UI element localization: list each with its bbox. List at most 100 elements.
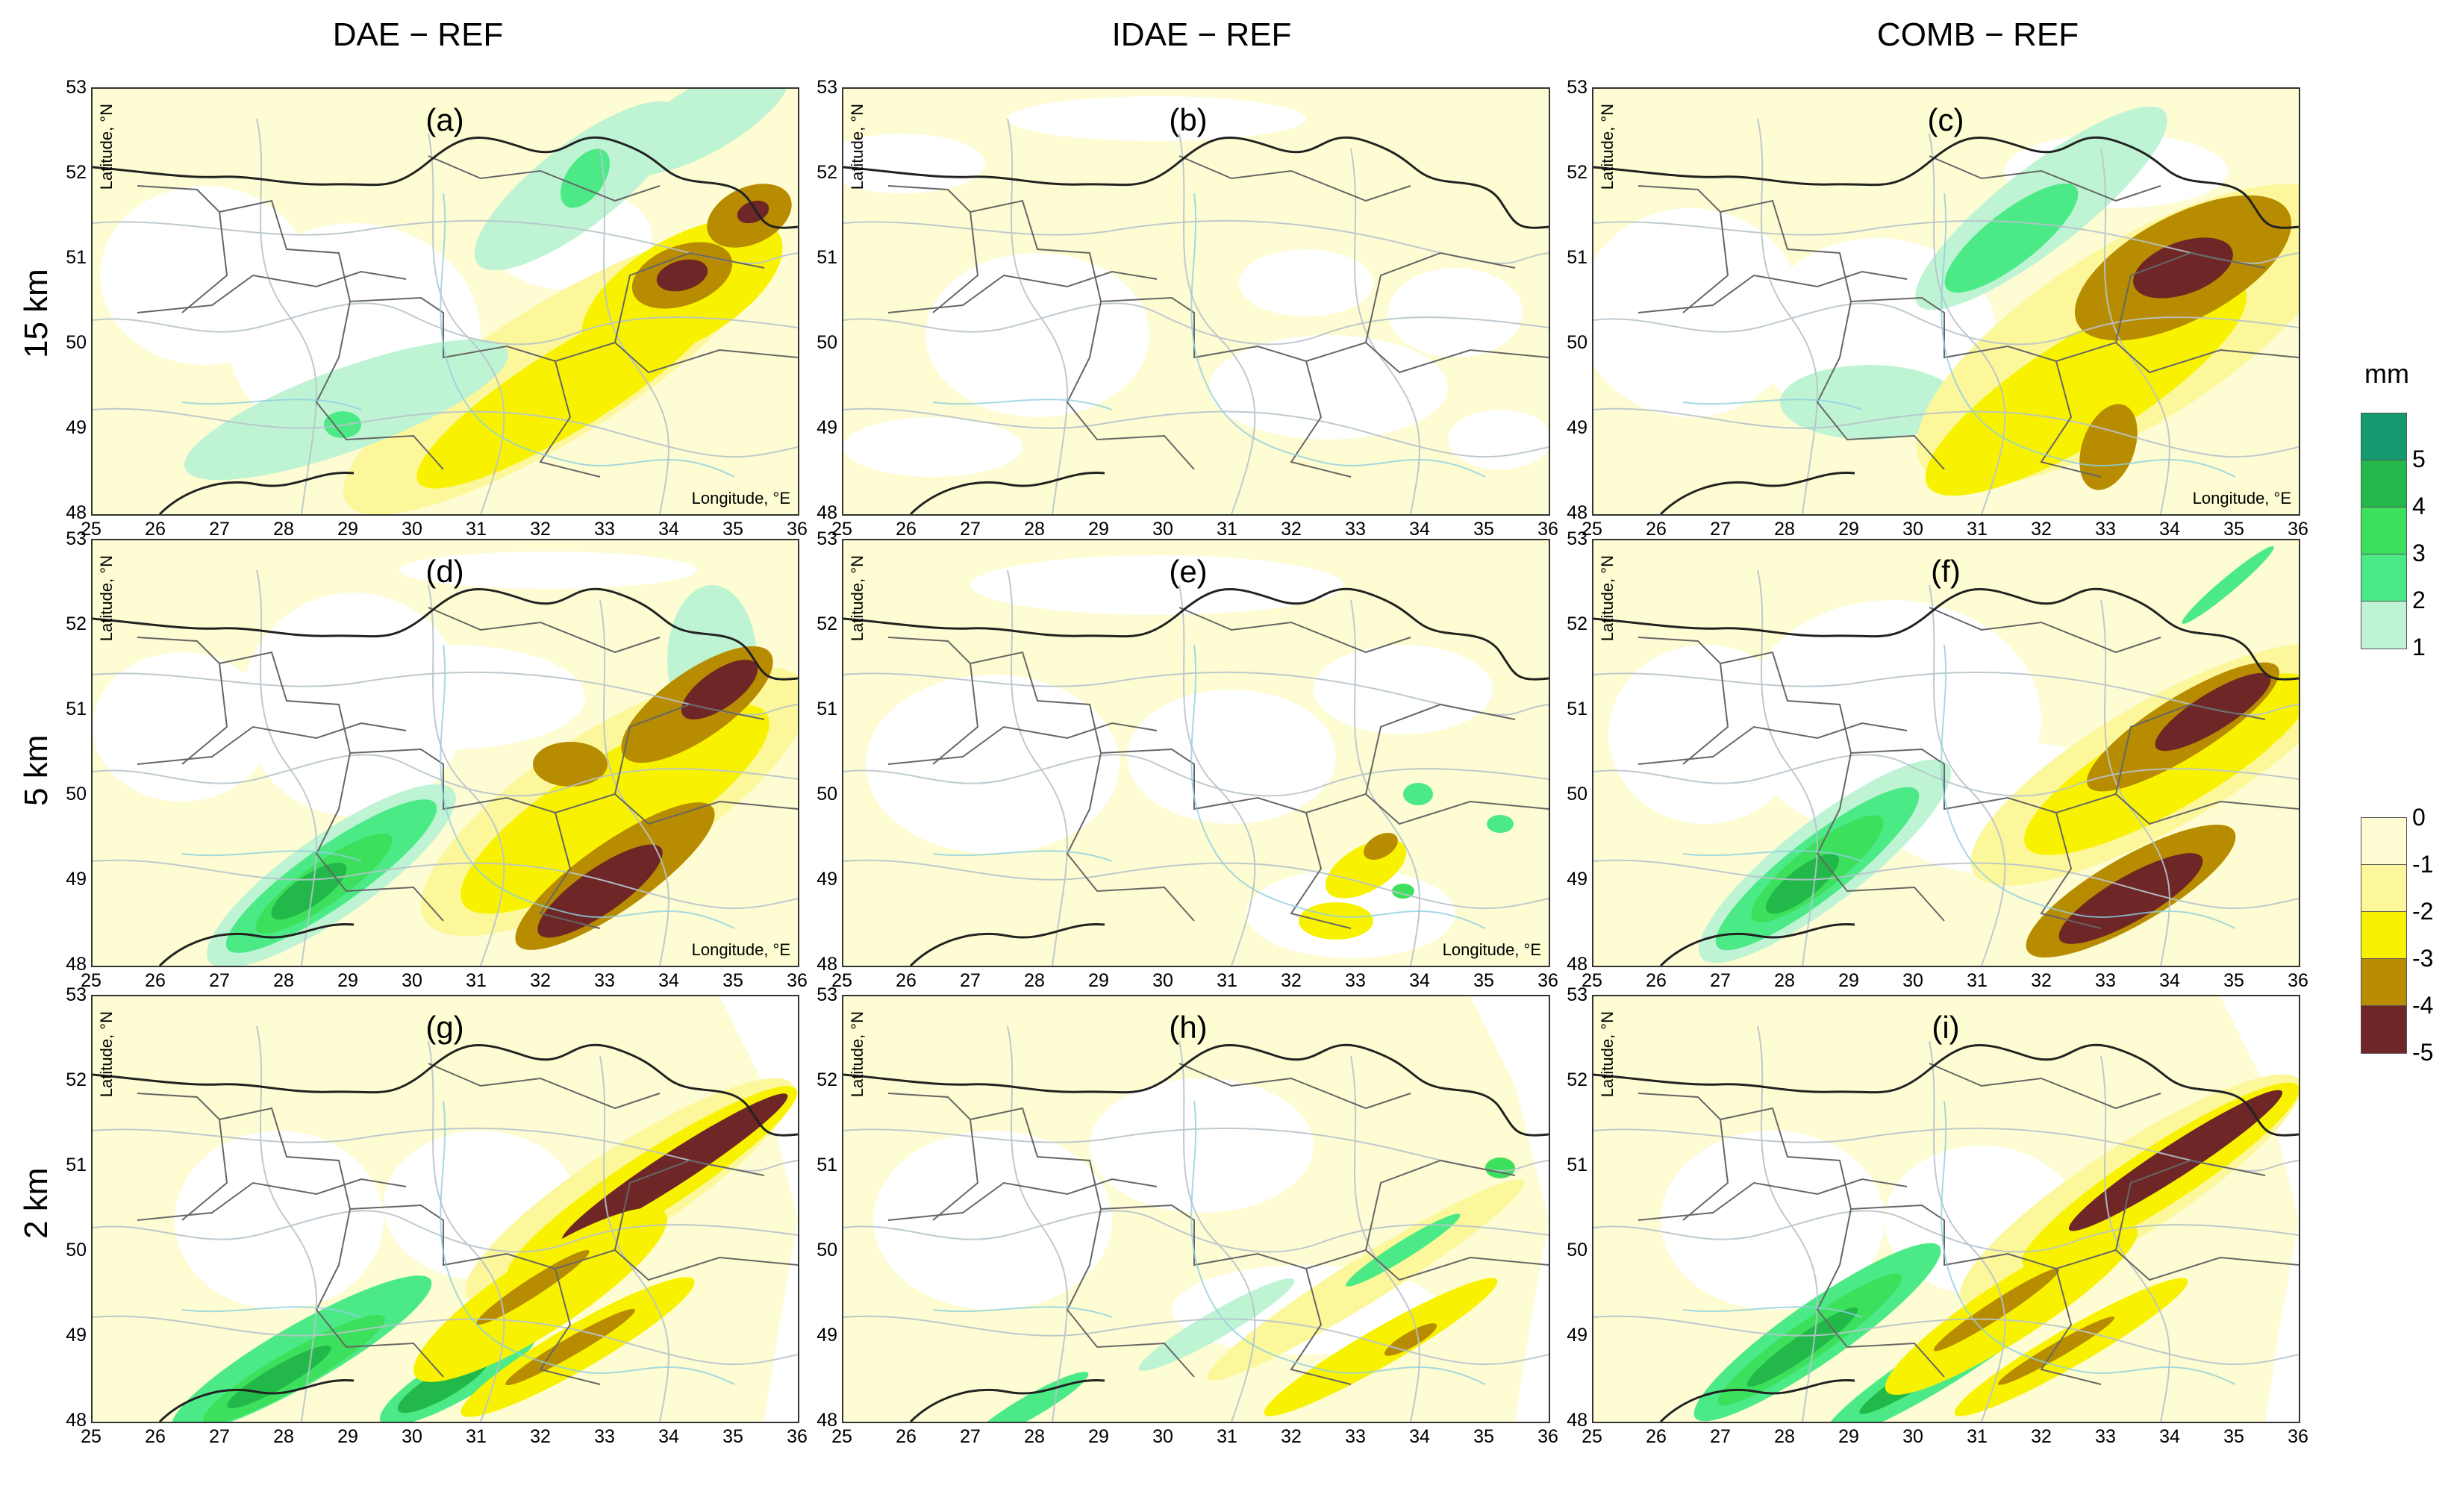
longitude-tick: 31 — [1967, 1426, 1988, 1447]
latitude-tick: 52 — [66, 1069, 87, 1090]
longitude-tick: 25 — [831, 1426, 852, 1447]
latitude-tick: 53 — [1567, 528, 1587, 549]
longitude-tick: 28 — [1774, 970, 1795, 991]
longitude-tick: 32 — [1281, 1426, 1302, 1447]
precipitation-map — [93, 89, 798, 514]
longitude-tick: 27 — [209, 519, 230, 540]
colorbar-label: 1 — [2412, 634, 2426, 660]
longitude-tick: 32 — [1281, 970, 1302, 991]
latitude-axis-title: Latitude, °N — [97, 555, 116, 642]
latitude-axis-title: Latitude, °N — [848, 1011, 867, 1098]
longitude-tick: 26 — [896, 970, 917, 991]
latitude-tick: 49 — [1567, 417, 1587, 438]
precipitation-map — [93, 540, 798, 966]
latitude-tick: 52 — [1567, 162, 1587, 183]
longitude-tick: 34 — [1409, 970, 1430, 991]
longitude-tick: 31 — [466, 970, 487, 991]
latitude-tick: 48 — [1567, 1410, 1587, 1431]
colorbar-swatch — [2361, 817, 2407, 866]
latitude-tick: 49 — [66, 869, 87, 890]
longitude-tick: 29 — [1838, 970, 1859, 991]
longitude-tick: 28 — [1024, 1426, 1045, 1447]
longitude-tick: 28 — [1774, 1426, 1795, 1447]
longitude-tick: 27 — [960, 970, 981, 991]
longitude-tick: 28 — [1024, 970, 1045, 991]
longitude-tick: 32 — [530, 1426, 551, 1447]
longitude-tick: 32 — [2031, 970, 2052, 991]
longitude-tick: 27 — [209, 970, 230, 991]
longitude-tick: 25 — [81, 1426, 102, 1447]
colorbar-label: -4 — [2412, 992, 2434, 1019]
latitude-tick: 52 — [817, 613, 837, 634]
latitude-tick: 50 — [66, 1240, 87, 1260]
longitude-tick: 34 — [658, 970, 679, 991]
longitude-tick: 33 — [2095, 970, 2116, 991]
longitude-tick: 29 — [1838, 1426, 1859, 1447]
longitude-tick: 30 — [402, 1426, 422, 1447]
longitude-tick: 26 — [145, 970, 166, 991]
longitude-tick: 29 — [1088, 1426, 1109, 1447]
column-title-dae: DAE − REF — [332, 16, 504, 53]
longitude-tick: 34 — [2159, 519, 2180, 540]
colorbar-swatch — [2361, 601, 2407, 649]
precipitation-map — [843, 540, 1549, 966]
latitude-tick: 48 — [817, 954, 837, 975]
longitude-tick: 33 — [2095, 519, 2116, 540]
longitude-tick: 30 — [1152, 519, 1173, 540]
latitude-tick: 49 — [1567, 869, 1587, 890]
latitude-tick: 50 — [1567, 1240, 1587, 1260]
latitude-tick: 52 — [817, 1069, 837, 1090]
colorbar-swatch — [2361, 911, 2407, 960]
longitude-tick: 29 — [1838, 519, 1859, 540]
colorbar-label: -1 — [2412, 851, 2434, 878]
longitude-tick: 35 — [722, 1426, 743, 1447]
longitude-tick: 35 — [2223, 1426, 2244, 1447]
longitude-tick: 35 — [2223, 519, 2244, 540]
latitude-axis-title: Latitude, °N — [1598, 555, 1617, 642]
longitude-tick: 32 — [530, 970, 551, 991]
map-panel-a: (a) Latitude, °N Longitude, °E — [91, 87, 799, 516]
precipitation-map — [1593, 996, 2299, 1422]
longitude-tick: 35 — [722, 970, 743, 991]
colorbar-label: 0 — [2412, 804, 2426, 831]
latitude-tick: 48 — [66, 502, 87, 523]
longitude-tick: 31 — [466, 1426, 487, 1447]
longitude-tick: 27 — [1710, 1426, 1731, 1447]
colorbar-swatch — [2361, 958, 2407, 1007]
map-panel-e: (e) Latitude, °N Longitude, °E — [842, 539, 1550, 967]
panel-label: (f) — [1931, 554, 1961, 589]
longitude-axis-title: Longitude, °E — [691, 489, 790, 507]
longitude-tick: 32 — [2031, 1426, 2052, 1447]
longitude-tick: 36 — [2288, 970, 2308, 991]
latitude-tick: 53 — [66, 77, 87, 98]
longitude-axis-title: Longitude, °E — [1442, 940, 1541, 959]
longitude-tick: 31 — [1217, 519, 1237, 540]
map-panel-d: (d) Latitude, °N Longitude, °E — [91, 539, 799, 967]
longitude-tick: 30 — [1152, 970, 1173, 991]
panel-label: (g) — [425, 1010, 464, 1045]
latitude-tick: 49 — [66, 1325, 87, 1346]
latitude-tick: 52 — [66, 613, 87, 634]
latitude-tick: 53 — [817, 984, 837, 1005]
longitude-tick: 33 — [594, 970, 615, 991]
longitude-tick: 26 — [1646, 970, 1667, 991]
longitude-tick: 26 — [1646, 519, 1667, 540]
latitude-tick: 50 — [1567, 784, 1587, 805]
latitude-tick: 48 — [66, 1410, 87, 1431]
longitude-tick: 35 — [2223, 970, 2244, 991]
longitude-tick: 34 — [658, 1426, 679, 1447]
colorbar-swatch — [2361, 1005, 2407, 1054]
precipitation-map — [843, 996, 1549, 1422]
longitude-tick: 34 — [1409, 519, 1430, 540]
colorbar-swatch — [2361, 507, 2407, 555]
panel-label: (e) — [1169, 554, 1208, 589]
latitude-tick: 48 — [66, 954, 87, 975]
longitude-tick: 33 — [1345, 519, 1366, 540]
panel-label: (h) — [1169, 1010, 1208, 1045]
longitude-tick: 25 — [1582, 1426, 1602, 1447]
precipitation-map — [93, 996, 798, 1422]
latitude-tick: 48 — [1567, 954, 1587, 975]
longitude-tick: 28 — [1024, 519, 1045, 540]
longitude-tick: 33 — [2095, 1426, 2116, 1447]
colorbar-unit: mm — [2364, 358, 2409, 389]
